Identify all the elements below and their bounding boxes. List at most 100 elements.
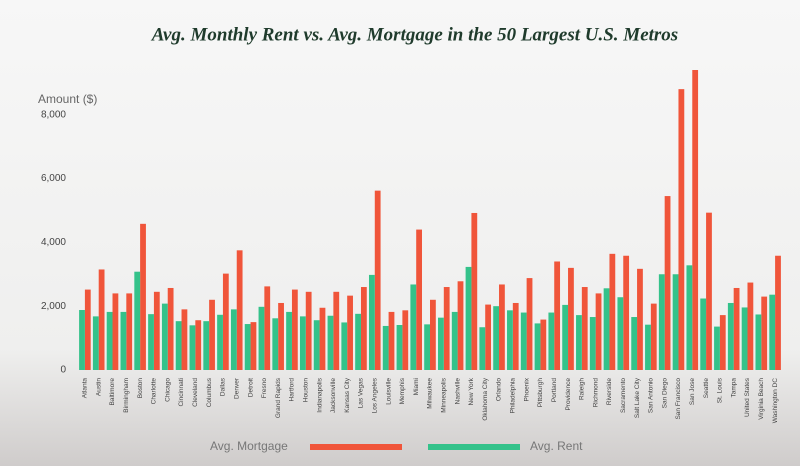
x-tick-label: Tampa: [730, 378, 737, 398]
x-tick-label: Washington DC: [772, 378, 779, 424]
bar: [526, 278, 533, 370]
bar: [714, 326, 720, 370]
legend-label: Avg. Rent: [530, 439, 583, 453]
x-tick-label: Portland: [551, 378, 558, 403]
x-tick-label: Salt Lake City: [634, 377, 641, 418]
bar: [609, 253, 616, 370]
bar: [278, 302, 284, 370]
bar: [741, 307, 748, 370]
legend-label: Avg. Mortgage: [210, 439, 288, 453]
x-tick-label: Detroit: [247, 378, 254, 397]
bar: [112, 293, 119, 370]
x-tick-label: Las Vegas: [358, 377, 365, 408]
bar: [299, 316, 306, 370]
bar: [706, 212, 712, 370]
bar: [79, 310, 85, 370]
x-tick-label: Baltimore: [109, 378, 116, 406]
bar: [747, 282, 754, 370]
x-tick-label: Minneapolis: [441, 377, 448, 412]
x-tick-label: Indianapolis: [316, 377, 323, 412]
x-tick-label: Cincinnati: [178, 378, 185, 407]
bar: [347, 295, 353, 370]
bar: [692, 70, 699, 370]
x-tick-label: Kansas City: [344, 377, 351, 412]
x-tick-label: San Antonio: [648, 378, 655, 413]
bar: [368, 274, 375, 370]
bar: [554, 261, 561, 370]
bar: [589, 317, 596, 370]
bar: [457, 281, 464, 370]
bar: [430, 299, 436, 370]
bar: [203, 321, 210, 370]
x-tick-label: Birmingham: [123, 378, 130, 413]
legend-swatch: [428, 444, 520, 450]
bar: [479, 327, 486, 370]
x-tick-label: San Diego: [661, 378, 668, 409]
bar: [333, 291, 340, 370]
y-tick-label: 4,000: [41, 237, 66, 248]
x-tick-label: Memphis: [399, 377, 406, 404]
bar: [209, 299, 215, 370]
bar: [222, 273, 229, 370]
bar: [195, 320, 202, 370]
bar: [181, 309, 188, 370]
x-tick-label: Riverside: [606, 378, 613, 405]
bar: [264, 286, 271, 370]
bar: [719, 315, 726, 370]
bar: [134, 271, 141, 370]
x-tick-label: Boston: [137, 378, 144, 399]
x-tick-label: Seattle: [703, 378, 710, 399]
bar: [678, 89, 685, 371]
bar: [84, 289, 91, 370]
x-tick-label: Philadelphia: [510, 378, 517, 414]
y-tick-label: 2,000: [41, 301, 66, 312]
bar: [512, 302, 519, 370]
bar: [327, 315, 334, 370]
bar: [493, 306, 500, 370]
bar: [672, 274, 679, 370]
bar: [507, 310, 513, 370]
bar: [664, 196, 671, 370]
x-tick-label: Sacramento: [620, 378, 627, 413]
bar: [485, 304, 492, 370]
bar: [161, 303, 168, 370]
bar: [686, 265, 693, 370]
x-tick-label: Cleveland: [192, 378, 199, 407]
bar: [126, 293, 133, 370]
x-tick-label: Milwaukee: [427, 378, 434, 409]
bar: [727, 302, 734, 370]
y-tick-label: 0: [60, 365, 66, 376]
bar: [520, 312, 527, 370]
bar: [465, 266, 472, 370]
bar: [355, 313, 361, 370]
bar: [250, 322, 257, 370]
x-tick-label: St. Louis: [717, 377, 724, 403]
bar: [438, 317, 444, 370]
x-tick-label: Orlando: [496, 378, 503, 402]
x-tick-label: Los Angeles: [372, 377, 379, 413]
bar: [658, 274, 665, 370]
bar: [700, 298, 707, 370]
bar: [416, 229, 422, 370]
bar: [120, 311, 127, 370]
bar: [595, 293, 602, 370]
bar: [451, 311, 458, 370]
bar: [568, 267, 574, 370]
bar: [286, 311, 292, 370]
bar: [402, 310, 409, 370]
x-tick-label: Atlanta: [82, 378, 89, 399]
bar: [769, 294, 776, 370]
bar: [396, 325, 403, 370]
bar: [319, 307, 326, 370]
x-tick-label: New York: [468, 377, 475, 405]
x-tick-label: Virginia Beach: [758, 378, 765, 420]
x-tick-label: Charlotte: [151, 378, 158, 405]
x-tick-label: Denver: [233, 377, 240, 399]
bar: [382, 325, 389, 370]
y-axis-label: Amount ($): [38, 92, 97, 106]
bar: [581, 287, 588, 370]
x-tick-label: Louisville: [385, 378, 392, 405]
x-tick-label: Chicago: [164, 378, 171, 402]
x-tick-label: Nashville: [454, 378, 461, 405]
